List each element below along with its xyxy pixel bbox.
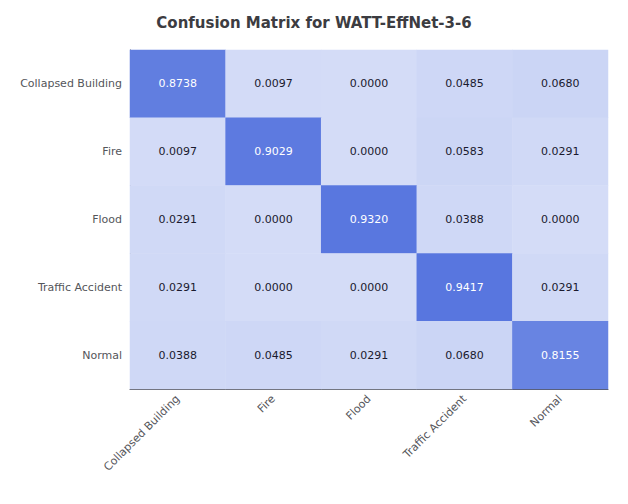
svg-text:0.0485: 0.0485 — [254, 349, 293, 362]
svg-text:0.0097: 0.0097 — [159, 145, 198, 158]
svg-text:0.0388: 0.0388 — [159, 349, 198, 362]
svg-text:0.0291: 0.0291 — [541, 145, 580, 158]
svg-text:0.0485: 0.0485 — [445, 77, 484, 90]
svg-text:0.0583: 0.0583 — [445, 145, 484, 158]
svg-text:0.0000: 0.0000 — [350, 145, 389, 158]
svg-text:Confusion Matrix for WATT-EffN: Confusion Matrix for WATT-EffNet-3-6 — [156, 14, 471, 32]
svg-text:0.9320: 0.9320 — [350, 213, 389, 226]
svg-text:0.0291: 0.0291 — [541, 281, 580, 294]
svg-text:0.8738: 0.8738 — [159, 77, 198, 90]
svg-text:0.0291: 0.0291 — [159, 281, 198, 294]
svg-text:Normal: Normal — [527, 392, 564, 429]
svg-text:0.0097: 0.0097 — [254, 77, 293, 90]
svg-text:0.0000: 0.0000 — [350, 77, 389, 90]
svg-text:0.0680: 0.0680 — [445, 349, 484, 362]
svg-text:0.9417: 0.9417 — [445, 281, 484, 294]
svg-text:Fire: Fire — [102, 145, 122, 158]
svg-text:0.0291: 0.0291 — [350, 349, 389, 362]
svg-text:0.0000: 0.0000 — [254, 213, 293, 226]
svg-text:0.0000: 0.0000 — [350, 281, 389, 294]
svg-text:0.9029: 0.9029 — [254, 145, 293, 158]
svg-text:Traffic Accident: Traffic Accident — [400, 392, 470, 462]
svg-text:Collapsed Building: Collapsed Building — [101, 392, 182, 473]
svg-text:0.0388: 0.0388 — [445, 213, 484, 226]
svg-text:Flood: Flood — [92, 213, 122, 226]
svg-text:Flood: Flood — [343, 392, 373, 422]
svg-text:0.8155: 0.8155 — [541, 349, 580, 362]
svg-text:Fire: Fire — [255, 392, 278, 415]
svg-text:Traffic Accident: Traffic Accident — [37, 281, 123, 294]
svg-text:Normal: Normal — [82, 349, 122, 362]
svg-text:0.0291: 0.0291 — [159, 213, 198, 226]
svg-text:0.0680: 0.0680 — [541, 77, 580, 90]
svg-text:0.0000: 0.0000 — [541, 213, 580, 226]
svg-text:0.0000: 0.0000 — [254, 281, 293, 294]
svg-text:Collapsed Building: Collapsed Building — [20, 77, 122, 90]
